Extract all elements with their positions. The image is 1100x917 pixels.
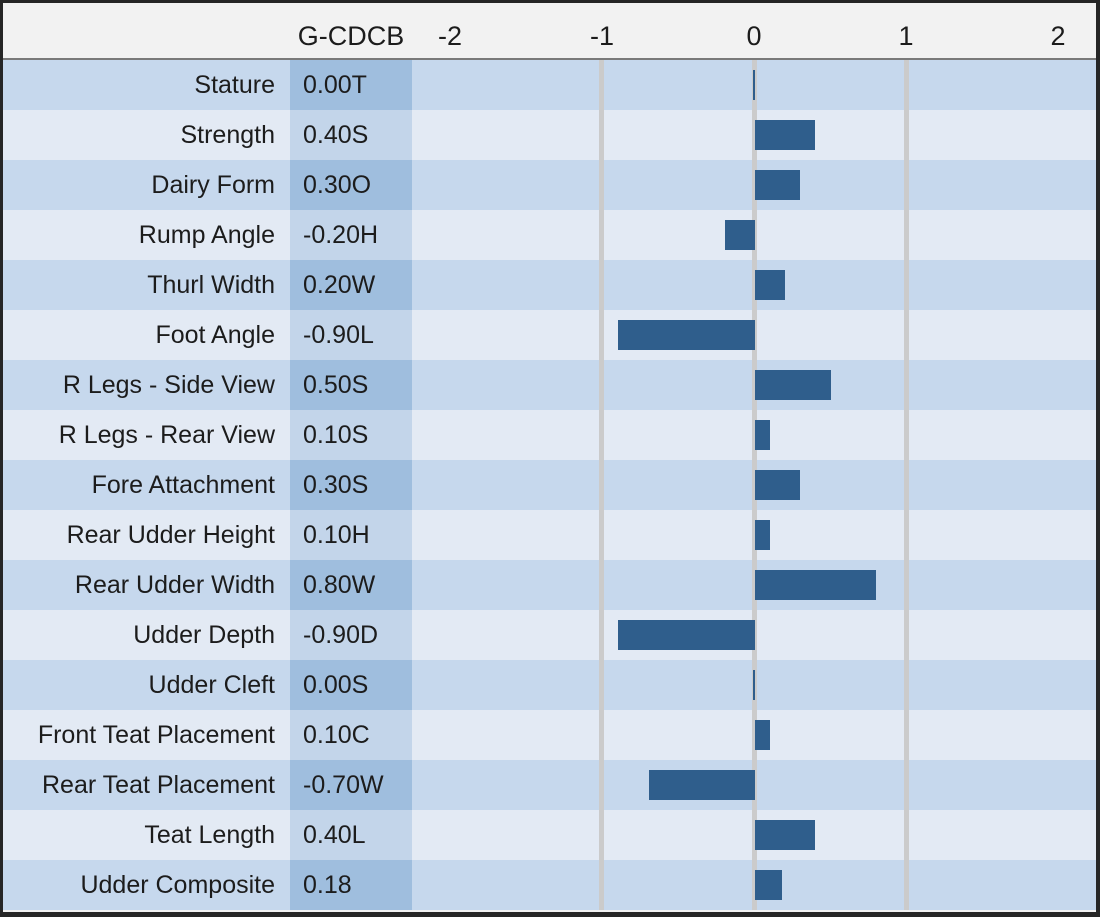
trait-name-label: R Legs - Side View: [62, 371, 275, 399]
trait-value-label: 0.10C: [290, 710, 412, 760]
trait-value-label: 0.18: [290, 860, 412, 910]
trait-name-label: Rear Udder Height: [66, 521, 275, 549]
axis-tick-label: -1: [589, 21, 614, 51]
trait-value-label: 0.10S: [290, 410, 412, 460]
trait-row: Udder Composite 0.18: [3, 860, 1096, 910]
trait-value-label: 0.40L: [290, 810, 412, 860]
trait-row: Udder Cleft 0.00S: [3, 660, 1096, 710]
trait-name-label: Rump Angle: [138, 221, 275, 249]
trait-name-label: Rear Udder Width: [74, 571, 275, 599]
trait-row: Fore Attachment 0.30S: [3, 460, 1096, 510]
trait-row: Rear Udder Width 0.80W: [3, 560, 1096, 610]
trait-row: Foot Angle -0.90L: [3, 310, 1096, 360]
trait-value-label: 0.50S: [290, 360, 412, 410]
trait-row: Rear Udder Height 0.10H: [3, 510, 1096, 560]
trait-bar: [754, 820, 816, 850]
trait-name-label: Udder Cleft: [148, 671, 275, 699]
trait-row: R Legs - Side View 0.50S: [3, 360, 1096, 410]
trait-row: Strength 0.40S: [3, 110, 1096, 160]
trait-bar: [618, 620, 755, 650]
trait-bar: [754, 120, 816, 150]
axis-tick-label: 1: [898, 21, 914, 51]
trait-bar: [754, 570, 877, 600]
trait-bar: [754, 470, 801, 500]
trait-bar: [754, 170, 801, 200]
trait-bar: [753, 70, 755, 100]
trait-value-label: -0.20H: [290, 210, 412, 260]
trait-name-label: Strength: [180, 121, 275, 149]
trait-row: Thurl Width 0.20W: [3, 260, 1096, 310]
trait-bar: [754, 370, 831, 400]
trait-bar: [754, 520, 770, 550]
trait-value-label: 0.80W: [290, 560, 412, 610]
axis-tick-label: -2: [437, 21, 462, 51]
trait-name-label: Dairy Form: [151, 171, 275, 199]
trait-row: R Legs - Rear View 0.10S: [3, 410, 1096, 460]
trait-value-label: 0.00T: [290, 60, 412, 110]
series-column-header: G-CDCB: [297, 21, 405, 51]
trait-row: Teat Length 0.40L: [3, 810, 1096, 860]
trait-value-label: -0.90D: [290, 610, 412, 660]
chart-header: G-CDCB -2 -1 0 1 2: [3, 3, 1096, 60]
trait-value-label: 0.10H: [290, 510, 412, 560]
trait-name-label: Thurl Width: [147, 271, 275, 299]
trait-value-label: 0.00S: [290, 660, 412, 710]
trait-bar: [754, 870, 782, 900]
trait-row: Stature 0.00T: [3, 60, 1096, 110]
trait-bar: [754, 270, 785, 300]
trait-value-label: -0.90L: [290, 310, 412, 360]
trait-row: Dairy Form 0.30O: [3, 160, 1096, 210]
trait-bar: [648, 770, 755, 800]
trait-bar: [754, 420, 770, 450]
trait-row: Front Teat Placement 0.10C: [3, 710, 1096, 760]
trait-row: Udder Depth -0.90D: [3, 610, 1096, 660]
axis-tick-label: 2: [1050, 21, 1066, 51]
trait-bar: [724, 220, 755, 250]
trait-name-label: Udder Composite: [80, 871, 275, 899]
trait-bar: [754, 720, 770, 750]
trait-name-label: Teat Length: [144, 821, 275, 849]
trait-value-label: 0.30S: [290, 460, 412, 510]
trait-name-label: Udder Depth: [133, 621, 275, 649]
trait-row: Rump Angle -0.20H: [3, 210, 1096, 260]
trait-name-label: Stature: [194, 71, 275, 99]
trait-value-label: 0.40S: [290, 110, 412, 160]
trait-name-label: R Legs - Rear View: [58, 421, 275, 449]
trait-value-label: 0.30O: [290, 160, 412, 210]
trait-value-label: -0.70W: [290, 760, 412, 810]
chart-body: Stature 0.00T Strength 0.40S Dairy Form …: [3, 60, 1096, 910]
trait-row: Rear Teat Placement -0.70W: [3, 760, 1096, 810]
trait-name-label: Fore Attachment: [91, 471, 275, 499]
axis-tick-label: 0: [746, 21, 762, 51]
trait-value-label: 0.20W: [290, 260, 412, 310]
trait-bar: [753, 670, 755, 700]
trait-name-label: Rear Teat Placement: [42, 771, 275, 799]
trait-name-label: Foot Angle: [155, 321, 275, 349]
gridline-plus1: [904, 60, 909, 910]
trait-name-label: Front Teat Placement: [37, 721, 275, 749]
trait-bar: [618, 320, 755, 350]
gridline-minus1: [599, 60, 604, 910]
